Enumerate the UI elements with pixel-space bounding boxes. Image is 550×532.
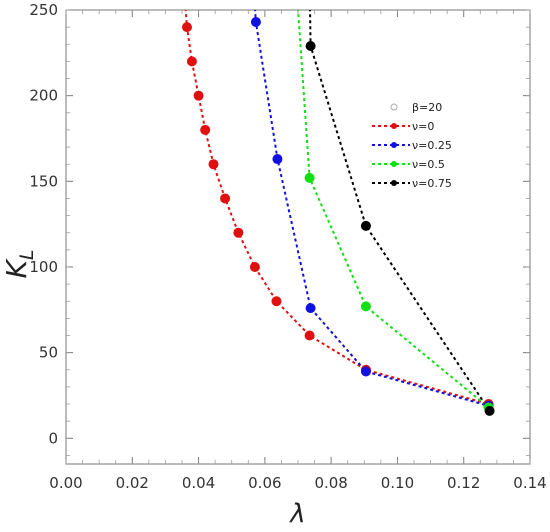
legend-label: ν=0.5 — [412, 158, 445, 171]
y-tick-label: 250 — [29, 1, 58, 19]
data-point — [181, 22, 192, 33]
data-point — [250, 16, 261, 27]
x-tick-label: 0.14 — [513, 474, 546, 492]
series-line — [309, 10, 491, 412]
x-tick-label: 0.06 — [248, 474, 281, 492]
data-point — [305, 303, 316, 314]
y-tick-label: 100 — [29, 258, 58, 276]
data-point — [208, 159, 219, 170]
x-tick-label: 0.00 — [49, 474, 82, 492]
y-tick-label: 50 — [39, 344, 58, 362]
data-point — [271, 296, 282, 307]
data-point — [360, 301, 371, 312]
legend-header-label: β=20 — [412, 101, 442, 114]
y-tick-label: 200 — [29, 87, 58, 105]
y-axis-label-sub: L — [16, 250, 38, 261]
series-line — [254, 10, 489, 407]
y-axis-label-main: K — [0, 257, 33, 278]
plot-frame — [65, 9, 531, 465]
x-tick-label: 0.08 — [314, 474, 347, 492]
series-group — [181, 10, 495, 416]
legend-swatch-marker — [391, 123, 397, 129]
legend-swatch-marker — [391, 180, 397, 186]
x-tick-label: 0.10 — [381, 474, 414, 492]
data-point — [304, 330, 315, 341]
legend-swatch-marker — [391, 161, 397, 167]
legend-label: ν=0.25 — [412, 139, 452, 152]
x-tick-label: 0.04 — [182, 474, 215, 492]
legend: β=20 ν=0 ν=0.25 ν=0.5 ν=0.75 — [372, 101, 452, 190]
data-point — [272, 154, 283, 165]
legend-swatch-marker — [391, 142, 397, 148]
data-point — [233, 227, 244, 238]
data-point — [249, 261, 260, 272]
x-tick-label: 0.02 — [116, 474, 149, 492]
data-point — [484, 405, 495, 416]
data-point — [200, 124, 211, 135]
data-point — [360, 366, 371, 377]
legend-label: ν=0 — [412, 120, 434, 133]
data-point — [193, 90, 204, 101]
data-point — [220, 193, 231, 204]
axis-ticks: 0.00 0.02 0.04 0.06 0.08 0.10 0.12 0.14 0 50 100 15… — [29, 1, 546, 492]
x-axis-label: λ — [288, 499, 305, 528]
y-axis-label: KL — [0, 250, 38, 279]
series-line — [297, 10, 490, 409]
legend-label: ν=0.75 — [412, 177, 452, 190]
data-point — [304, 172, 315, 183]
legend-header-marker — [390, 103, 398, 111]
x-tick-label: 0.12 — [447, 474, 480, 492]
data-point — [305, 40, 316, 51]
data-point — [186, 56, 197, 67]
data-point — [360, 220, 371, 231]
y-tick-label: 0 — [48, 429, 58, 447]
y-tick-label: 150 — [29, 172, 58, 190]
